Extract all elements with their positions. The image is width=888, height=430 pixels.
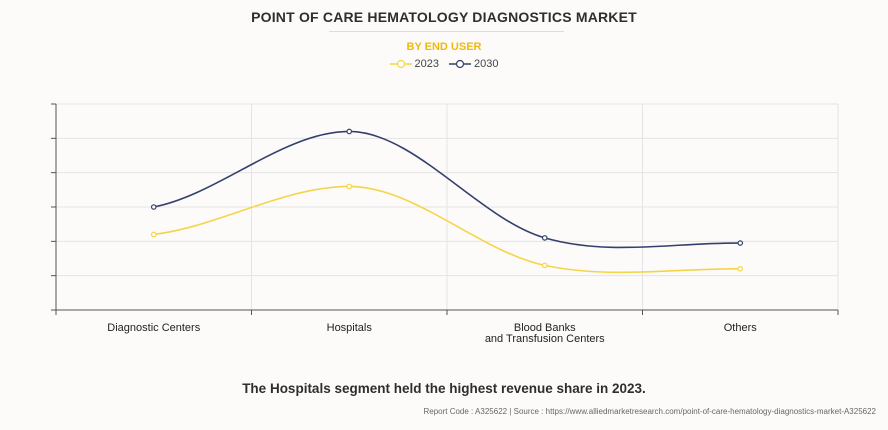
source-citation: Report Code : A325622 | Source : https:/… — [423, 407, 876, 416]
data-point-2023 — [346, 183, 353, 190]
data-point-2023 — [737, 265, 744, 272]
data-point-2023 — [150, 231, 157, 238]
chart-subtitle: BY END USER — [406, 41, 482, 53]
series-line-2030 — [153, 130, 741, 249]
series-line-2023 — [153, 185, 741, 274]
title-divider — [329, 31, 564, 32]
legend-label-2023: 2023 — [414, 58, 439, 70]
legend-marker-2030-icon — [449, 59, 471, 69]
x-tick-label: Diagnostic Centers — [107, 322, 200, 334]
legend-marker-2023-icon — [389, 59, 412, 69]
data-point-2030 — [541, 235, 548, 241]
x-tick-label: Others — [724, 322, 758, 334]
legend-item-2023[interactable]: 2023 — [389, 58, 439, 70]
legend-item-2030[interactable]: 2030 — [449, 58, 498, 70]
chart-title: POINT OF CARE HEMATOLOGY DIAGNOSTICS MAR… — [251, 9, 637, 25]
data-point-2023 — [541, 262, 548, 269]
data-point-2030 — [346, 128, 353, 135]
legend: 2023 2030 — [0, 58, 888, 70]
legend-label-2030: 2030 — [474, 58, 499, 70]
chart-footnote: The Hospitals segment held the highest r… — [242, 381, 646, 396]
x-tick-label: Blood Banks and Transfusion Centers — [485, 322, 605, 345]
data-point-2030 — [737, 240, 744, 246]
x-tick-label: Hospitals — [327, 322, 373, 334]
data-point-2030 — [150, 204, 157, 210]
